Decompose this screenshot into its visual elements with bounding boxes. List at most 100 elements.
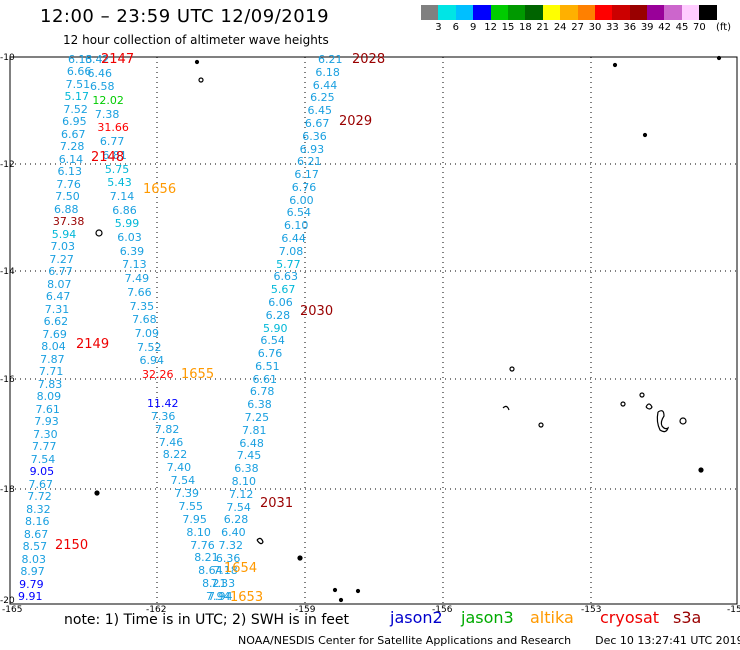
color-swatch	[525, 5, 543, 20]
wave-height-value: 7.36	[150, 409, 176, 423]
color-scale-label: 30	[588, 22, 602, 33]
wave-height-value: 7.55	[178, 499, 203, 513]
wave-height-value: 31.66	[97, 121, 129, 135]
wave-height-value: 7.61	[35, 402, 60, 416]
island	[332, 587, 338, 593]
wave-height-value: 6.03	[117, 231, 142, 245]
pass-number-label: 2147	[101, 52, 135, 67]
wave-height-value: 7.76	[56, 177, 81, 191]
pass-number-label: 2028	[352, 52, 386, 67]
wave-height-value: 8.22	[162, 448, 188, 462]
credit-text: NOAA/NESDIS Center for Satellite Applica…	[238, 634, 572, 647]
wave-height-value: 6.44	[281, 232, 306, 245]
credit-line: NOAA/NESDIS Center for Satellite Applica…	[238, 634, 740, 647]
wave-height-value: 8.04	[41, 340, 66, 354]
wave-height-value: 7.77	[31, 440, 57, 454]
wave-height-value: 7.54	[170, 474, 196, 488]
footer-note: note: 1) Time is in UTC; 2) SWH is in fe…	[64, 612, 350, 628]
wave-height-value: 6.36	[302, 129, 327, 143]
wave-height-value: 7.25	[244, 411, 270, 424]
lon-label: -15	[727, 605, 740, 615]
wave-height-value: 6.45	[307, 104, 333, 118]
lat-label: -20	[0, 596, 15, 606]
wave-height-value: 8.03	[21, 552, 46, 566]
island	[698, 467, 704, 473]
color-swatch	[490, 5, 508, 20]
color-scale-label: 6	[452, 22, 459, 33]
legend-jason3: jason3	[461, 608, 514, 627]
wave-height-value: 7.09	[134, 326, 160, 340]
wave-height-value: 6.77	[48, 265, 73, 279]
wave-height-value: 7.28	[59, 140, 85, 154]
wave-height-value: 6.76	[257, 347, 283, 361]
island	[645, 403, 653, 410]
island	[297, 555, 303, 561]
island	[716, 55, 722, 61]
wave-height-value: 6.28	[223, 513, 249, 527]
island	[355, 588, 361, 594]
wave-height-value: 7.87	[40, 352, 65, 366]
legend-s3a: s3a	[673, 608, 702, 627]
wave-height-value: 7.94	[208, 590, 233, 603]
color-swatch	[594, 5, 613, 20]
wave-height-value: 8.10	[231, 474, 257, 488]
wave-height-value: 8.21	[194, 551, 219, 565]
wave-height-value: 7.76	[190, 538, 215, 552]
island	[338, 597, 344, 603]
pass-number-label: 1653	[230, 590, 264, 605]
wave-height-value: 8.16	[24, 515, 50, 529]
wave-height-value: 6.67	[304, 116, 330, 130]
pass-number-label: 2029	[339, 114, 373, 129]
wave-height-value: 6.40	[221, 526, 246, 540]
island	[198, 77, 204, 83]
color-scale-label: 45	[675, 22, 689, 33]
wave-height-value: 7.94	[206, 590, 231, 603]
wave-height-value: 7.81	[242, 423, 267, 437]
island	[679, 417, 687, 425]
wave-height-value: 6.81	[102, 148, 127, 162]
wave-height-value: 37.38	[52, 215, 85, 229]
wave-height-value: 7.33	[210, 577, 236, 591]
wave-height-value: 6.61	[252, 372, 278, 386]
wave-height-value: 7.66	[127, 285, 152, 299]
wave-height-value: 7.95	[182, 512, 207, 526]
wave-height-value: 7.30	[33, 427, 58, 441]
wave-height-value: 7.08	[278, 244, 304, 258]
wave-height-value: 6.06	[268, 295, 293, 309]
wave-height-value: 8.64	[198, 564, 223, 578]
color-scale-label: 15	[501, 22, 515, 33]
wave-height-value: 7.32	[218, 538, 243, 552]
lon-label: -156	[432, 605, 453, 615]
pass-number-label: 2031	[260, 496, 294, 511]
wave-height-value: 6.54	[286, 206, 312, 220]
wave-height-value: 6.88	[54, 202, 79, 216]
wave-height-value: 6.67	[61, 127, 86, 141]
wave-height-value: 7.40	[166, 461, 192, 475]
wave-height-value: 7.14	[109, 189, 135, 203]
wave-height-value: 8.10	[186, 525, 211, 539]
wave-height-value: 5.43	[107, 176, 132, 190]
wave-height-value: 7.52	[63, 102, 88, 116]
color-swatch	[647, 5, 665, 20]
wave-height-value: 7.38	[94, 107, 120, 121]
wave-height-value: 6.21	[297, 155, 322, 169]
wave-height-value: 6.46	[87, 66, 112, 80]
wave-height-value: 6.28	[265, 308, 291, 322]
wave-height-value: 6.78	[249, 385, 275, 399]
lon-label: -162	[146, 605, 166, 615]
wave-height-value: 6.38	[234, 462, 259, 476]
map-subtitle: 12 hour collection of altimeter wave hei…	[63, 33, 329, 47]
pass-number-label: 2149	[76, 337, 110, 352]
pass-number-label: 2030	[300, 304, 334, 319]
lat-label: -12	[0, 160, 15, 170]
color-scale-label: 9	[470, 22, 477, 33]
color-scale-label: 12	[484, 22, 497, 33]
wave-height-value: 9.91	[18, 590, 43, 603]
lon-label: -153	[581, 605, 601, 615]
wave-height-value: 7.18	[213, 564, 238, 578]
color-swatch	[629, 5, 648, 20]
wave-height-value: 7.31	[44, 302, 70, 316]
graticule	[10, 57, 737, 604]
lat-label: -16	[0, 375, 15, 385]
lon-label: -159	[295, 605, 316, 615]
